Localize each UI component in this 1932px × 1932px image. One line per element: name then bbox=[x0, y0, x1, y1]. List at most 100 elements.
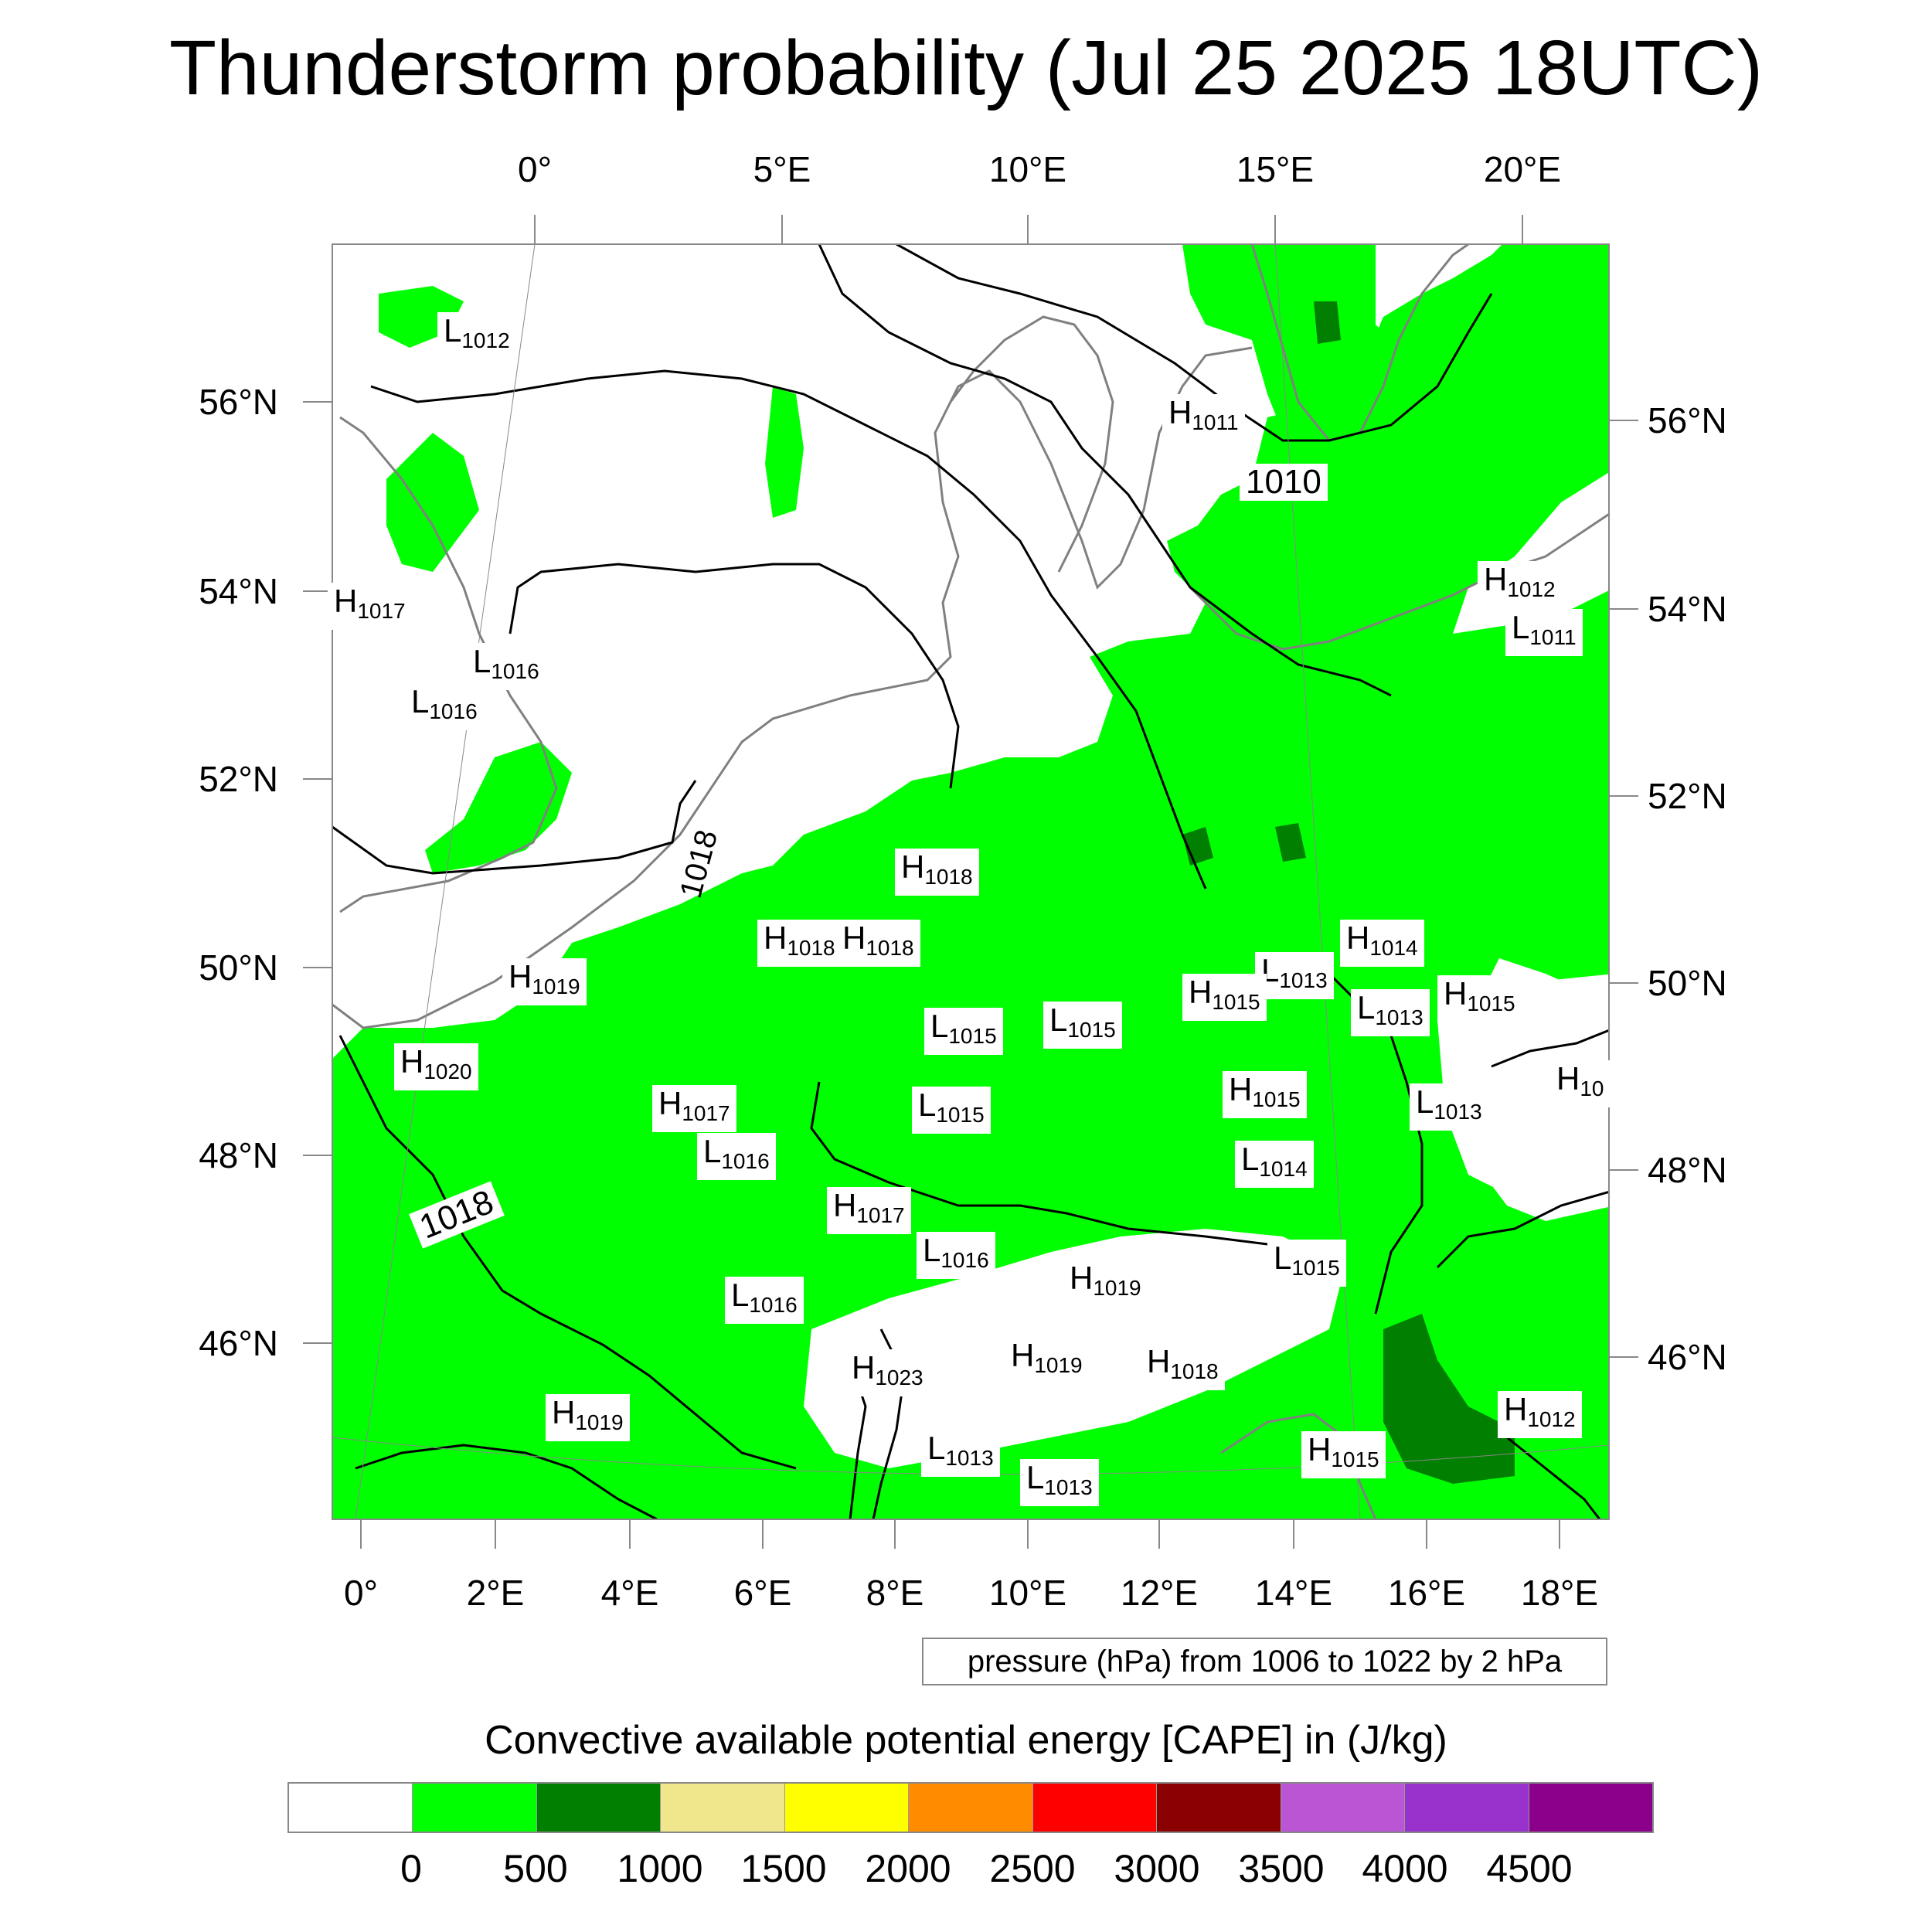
pressure-marker: H1018 bbox=[1141, 1343, 1225, 1390]
pressure-marker: L1013 bbox=[1020, 1459, 1099, 1506]
coastline-continent bbox=[332, 346, 1253, 1029]
pressure-marker: H1015 bbox=[1182, 974, 1267, 1021]
pressure-marker: H1011 bbox=[1162, 394, 1245, 441]
isobar-3 bbox=[370, 369, 1207, 889]
contour-label: 1010 bbox=[1240, 464, 1328, 501]
colorbar-label: 1500 bbox=[740, 1847, 827, 1890]
cape-green-britain-1 bbox=[386, 433, 479, 572]
isobar-1 bbox=[332, 780, 697, 875]
top-lon-label: 0° bbox=[518, 149, 552, 189]
bottom-lon-label: 4°E bbox=[600, 1573, 659, 1613]
colorbar-swatch bbox=[1032, 1784, 1158, 1832]
pressure-marker: L1016 bbox=[917, 1232, 995, 1279]
graticule-15 bbox=[1274, 244, 1361, 1519]
right-lat-label: 56°N bbox=[1648, 400, 1727, 440]
colorbar-swatch bbox=[1281, 1784, 1406, 1832]
bottom-lon-label: 2°E bbox=[466, 1573, 525, 1613]
coastline-denmark bbox=[949, 315, 1114, 573]
isobar-2 bbox=[509, 563, 960, 789]
bottom-lon-label: 16°E bbox=[1387, 1573, 1466, 1613]
pressure-marker: H1019 bbox=[1063, 1260, 1148, 1307]
cape-dark-green-3 bbox=[1275, 823, 1306, 862]
cape-green-north-sea bbox=[765, 386, 804, 518]
top-lon-label: 15°E bbox=[1236, 149, 1315, 189]
colorbar-label: 500 bbox=[503, 1847, 568, 1890]
colorbar-label: 3000 bbox=[1114, 1847, 1200, 1890]
pressure-marker: H1019 bbox=[502, 958, 587, 1005]
pressure-marker: L1013 bbox=[1410, 1083, 1488, 1131]
pressure-marker: H1014 bbox=[1340, 920, 1424, 967]
colorbar-label: 0 bbox=[400, 1847, 422, 1890]
colorbar-title: Convective available potential energy [C… bbox=[485, 1718, 1447, 1763]
isobar-13 bbox=[1491, 1029, 1609, 1068]
pressure-marker: L1016 bbox=[697, 1133, 776, 1180]
right-lat-label: 52°N bbox=[1648, 776, 1727, 816]
cape-colorbar bbox=[287, 1782, 1654, 1833]
isobar-4 bbox=[818, 244, 1392, 697]
isobar-10 bbox=[355, 1444, 658, 1519]
isobar-9 bbox=[1436, 1190, 1609, 1269]
pressure-marker: H1019 bbox=[1005, 1337, 1089, 1384]
cape-white-east bbox=[1437, 974, 1609, 1206]
colorbar-swatch bbox=[784, 1784, 910, 1832]
colorbar-label: 2000 bbox=[865, 1847, 951, 1890]
coastline-adriatic bbox=[1220, 1413, 1377, 1519]
map-frame bbox=[332, 243, 1610, 1520]
pressure-contour-note: pressure (hPa) from 1006 to 1022 by 2 hP… bbox=[922, 1638, 1607, 1685]
bottom-lon-label: 8°E bbox=[866, 1573, 924, 1613]
pressure-marker: H1020 bbox=[394, 1043, 478, 1090]
colorbar-swatch bbox=[536, 1784, 662, 1832]
bottom-lon-label: 6°E bbox=[733, 1573, 792, 1613]
pressure-marker: H1015 bbox=[1223, 1071, 1307, 1118]
pressure-marker: H1017 bbox=[827, 1187, 911, 1234]
cape-dark-green-4 bbox=[1314, 301, 1341, 344]
pressure-marker: H1019 bbox=[546, 1394, 630, 1441]
right-lat-label: 46°N bbox=[1648, 1337, 1727, 1377]
top-lon-label: 5°E bbox=[753, 149, 811, 189]
colorbar-label: 3500 bbox=[1238, 1847, 1325, 1890]
bottom-lon-label: 0° bbox=[344, 1573, 378, 1613]
pressure-marker: L1013 bbox=[921, 1430, 1000, 1477]
pressure-marker: H1023 bbox=[845, 1349, 930, 1396]
coastline-britain bbox=[339, 416, 558, 913]
colorbar-swatch bbox=[1405, 1784, 1529, 1832]
right-lat-label: 50°N bbox=[1648, 963, 1727, 1003]
pressure-marker: L1013 bbox=[1255, 952, 1334, 999]
pressure-marker: L1011 bbox=[1505, 609, 1583, 656]
right-lat-label: 54°N bbox=[1648, 589, 1727, 629]
coastline-baltic bbox=[1189, 512, 1609, 651]
colorbar-label: 4500 bbox=[1486, 1847, 1573, 1890]
left-lat-label: 54°N bbox=[199, 571, 278, 611]
colorbar-label: 4000 bbox=[1362, 1847, 1448, 1890]
pressure-marker: H1018 bbox=[836, 920, 920, 967]
colorbar-swatch bbox=[1157, 1784, 1281, 1832]
tick-marks bbox=[303, 215, 1638, 1549]
right-lat-label: 48°N bbox=[1648, 1150, 1727, 1190]
pressure-marker: L1015 bbox=[1267, 1240, 1346, 1287]
left-lat-label: 46°N bbox=[199, 1323, 278, 1363]
pressure-marker: H1012 bbox=[1498, 1391, 1582, 1438]
cape-green-sweden bbox=[1182, 244, 1414, 440]
isobar-5 bbox=[896, 244, 1493, 442]
pressure-marker: L1015 bbox=[924, 1008, 1003, 1055]
bottom-lon-label: 12°E bbox=[1120, 1573, 1199, 1613]
pressure-marker: L1016 bbox=[725, 1277, 804, 1324]
top-lon-label: 20°E bbox=[1483, 149, 1562, 189]
pressure-marker: H1018 bbox=[757, 920, 842, 967]
pressure-marker: L1015 bbox=[1043, 1002, 1122, 1049]
isobar-7 bbox=[810, 1081, 1330, 1253]
pressure-marker: H1017 bbox=[328, 583, 412, 630]
left-lat-label: 48°N bbox=[199, 1135, 278, 1175]
colorbar-swatch bbox=[661, 1784, 785, 1832]
pressure-marker: L1014 bbox=[1235, 1141, 1314, 1188]
bottom-lon-label: 14°E bbox=[1254, 1573, 1333, 1613]
pressure-marker: L1013 bbox=[1351, 989, 1430, 1036]
graticule-0 bbox=[355, 244, 536, 1519]
bottom-lon-label: 18°E bbox=[1520, 1573, 1599, 1613]
pressure-marker: L1015 bbox=[912, 1087, 991, 1134]
colorbar-swatch bbox=[289, 1784, 413, 1832]
pressure-marker: H1015 bbox=[1301, 1431, 1386, 1478]
colorbar-swatch bbox=[413, 1784, 537, 1832]
pressure-marker: L1016 bbox=[467, 643, 546, 690]
colorbar-label: 1000 bbox=[617, 1847, 703, 1890]
